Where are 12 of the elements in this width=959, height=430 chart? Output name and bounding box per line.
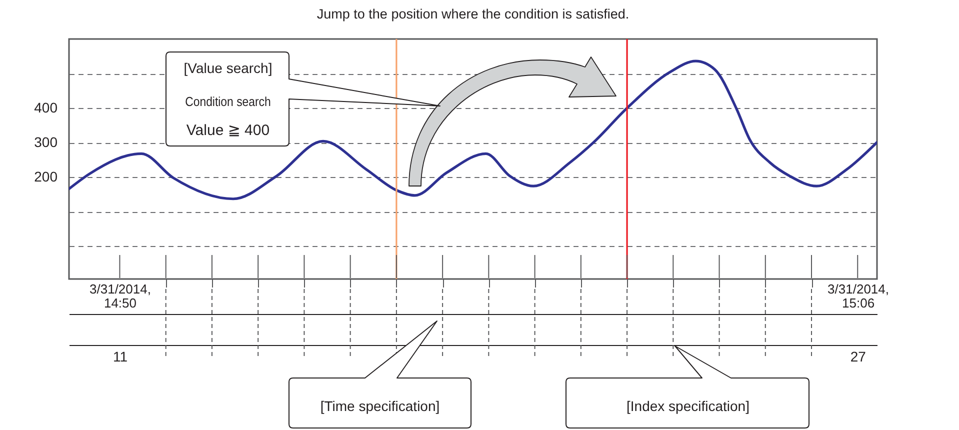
y-tick-label: 200 xyxy=(34,168,58,185)
y-tick-label: 300 xyxy=(34,134,58,150)
x-tick-label: 27 xyxy=(850,348,866,364)
text: [Time specification] xyxy=(320,398,440,414)
line-series xyxy=(69,60,877,200)
y-tick-label: 400 xyxy=(34,100,58,116)
chart-title: Jump to the position where the condition is satisfied. xyxy=(316,6,630,22)
x2-tick-label: 3/31/2014, 14:50 xyxy=(90,282,151,310)
x2-tick-label: 3/31/2014, 15:06 xyxy=(828,282,890,310)
text: [Value search] Condition search Value ≧ 400 xyxy=(184,60,272,139)
text: [Index specification] xyxy=(626,398,750,414)
x-tick-label: 11 xyxy=(112,348,128,364)
